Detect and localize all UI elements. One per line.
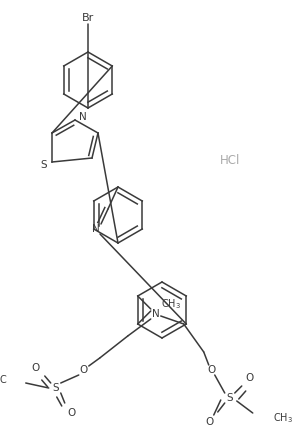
Text: N: N bbox=[152, 309, 160, 319]
Text: CH$_3$: CH$_3$ bbox=[161, 297, 181, 311]
Text: CH$_3$: CH$_3$ bbox=[273, 411, 293, 425]
Text: S: S bbox=[41, 160, 47, 170]
Text: O: O bbox=[246, 373, 254, 383]
Text: S: S bbox=[53, 383, 59, 393]
Text: O: O bbox=[206, 417, 214, 427]
Text: O: O bbox=[68, 408, 76, 418]
Text: N: N bbox=[92, 224, 100, 234]
Text: HCl: HCl bbox=[220, 153, 240, 166]
Text: S: S bbox=[227, 393, 233, 403]
Text: N: N bbox=[79, 112, 87, 122]
Text: O: O bbox=[208, 365, 216, 375]
Text: O: O bbox=[80, 365, 88, 375]
Text: Br: Br bbox=[82, 13, 94, 23]
Text: H$_3$C: H$_3$C bbox=[0, 373, 8, 387]
Text: O: O bbox=[32, 363, 40, 373]
